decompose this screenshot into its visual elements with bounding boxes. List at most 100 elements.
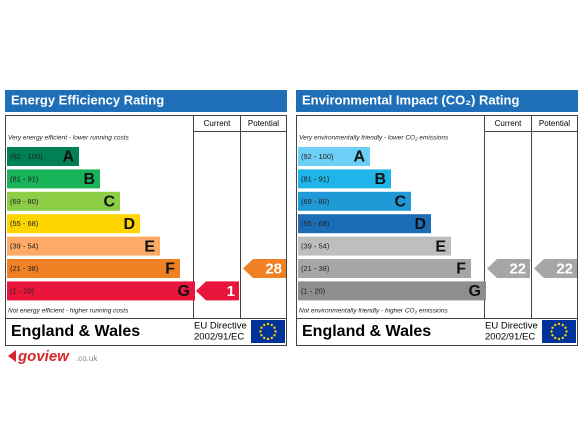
eu-star [273,334,276,337]
eu-star [263,323,266,327]
panel-title: Energy Efficiency Rating [11,92,164,107]
column-header: Current [204,119,231,128]
rating-band [7,259,180,278]
band-range: (92 - 100) [10,152,43,161]
band-letter: B [83,171,95,188]
panel-title: Environmental Impact (CO₂) Rating [302,92,519,107]
band-letter: E [435,238,446,255]
band-letter: A [62,149,74,166]
eu-star [266,337,270,341]
eu-star [561,323,564,327]
band-range: (69 - 80) [301,197,330,206]
column-header: Potential [248,119,279,128]
rating-value: 22 [509,260,526,277]
band-range: (21 - 38) [10,264,39,273]
eu-star [551,326,554,329]
eu-star [561,336,564,340]
rating-band [7,281,195,301]
band-letter: B [374,171,386,188]
bottom-note: Not environmentally friendly - higher CO… [299,308,449,315]
eu-star [260,334,263,337]
eu-flag [542,320,576,343]
bottom-note: Not energy efficient - higher running co… [8,308,129,315]
rating-value: 22 [556,260,573,277]
rating-band [7,169,100,189]
rating-value: 28 [265,260,282,277]
band-letter: D [414,216,426,233]
eu-star [260,326,263,329]
eu-star [274,330,277,333]
directive: EU Directive [485,321,538,332]
region: England & Wales [11,323,140,340]
rating-value: 1 [227,283,235,300]
eu-star [557,322,561,326]
band-letter: E [144,238,155,255]
rating-arrow [534,259,577,278]
rating-band [7,214,140,234]
band-range: (39 - 54) [10,242,39,251]
panel-header [296,90,578,112]
eu-star [266,322,270,326]
band-letter: C [394,194,406,211]
rating-panel: Energy Efficiency Rating Current Potential… [5,90,287,346]
rating-band [298,236,451,256]
logo: goview .co.uk [8,348,98,365]
rating-arrow [487,259,530,278]
directive: 2002/91/EC [194,332,244,343]
directive: 2002/91/EC [485,332,535,343]
band-letter: G [469,283,481,300]
band-range: (55 - 68) [10,219,39,228]
rating-arrow [243,259,286,278]
eu-star [551,334,554,337]
eu-star [273,326,276,329]
band-range: (92 - 100) [301,152,334,161]
band-range: (55 - 68) [301,219,330,228]
band-range: (1 - 20) [10,286,35,295]
band-letter: C [103,194,115,211]
column-header: Potential [539,119,570,128]
band-range: (21 - 38) [301,264,330,273]
top-note: Very environmentally friendly - lower CO… [299,135,449,142]
rating-band [298,169,391,189]
rating-arrow [196,281,239,301]
eu-star [270,323,273,327]
logo-domain: .co.uk [76,354,98,363]
band-letter: G [178,283,190,300]
rating-band [298,214,431,234]
band-range: (69 - 80) [10,197,39,206]
column-header: Current [495,119,522,128]
rating-band [7,147,79,166]
eu-star [557,337,561,341]
rating-band [7,191,120,211]
eu-star [565,330,568,333]
rating-band [298,281,486,301]
region: England & Wales [302,323,431,340]
panel-frame [296,115,578,346]
eu-star [554,336,557,340]
band-letter: D [123,216,135,233]
rating-panel: Environmental Impact (CO₂) Rating Current… [296,90,578,346]
panel-header [5,90,287,112]
band-range: (81 - 91) [10,174,39,183]
eu-flag [251,320,285,343]
band-range: (1 - 20) [301,286,326,295]
directive: EU Directive [194,321,247,332]
rating-band [298,259,471,278]
eu-star [554,323,557,327]
logo-name: goview [17,348,70,365]
band-range: (81 - 91) [301,174,330,183]
eu-star [550,330,553,333]
rating-band [298,191,411,211]
rating-band [298,147,370,166]
eu-star [263,336,266,340]
eu-star [270,336,273,340]
eu-star [259,330,262,333]
band-letter: A [353,149,365,166]
top-note: Very energy efficient - lower running co… [8,135,130,142]
eu-star [564,326,567,329]
logo-icon [8,350,16,362]
band-letter: F [456,261,466,278]
eu-star [564,334,567,337]
